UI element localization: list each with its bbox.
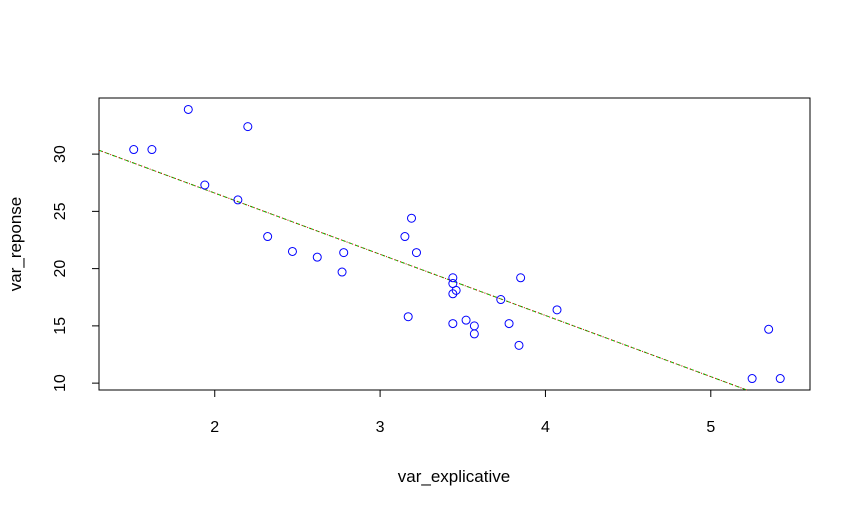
y-tick-label: 30 bbox=[52, 145, 69, 163]
data-point bbox=[400, 232, 410, 242]
data-point bbox=[764, 324, 774, 334]
data-points bbox=[129, 104, 785, 384]
data-point bbox=[552, 305, 562, 315]
x-axis-title: var_explicative bbox=[398, 467, 510, 486]
data-point bbox=[448, 319, 458, 329]
data-point bbox=[200, 180, 210, 190]
data-point bbox=[469, 321, 479, 331]
data-point bbox=[287, 246, 297, 256]
data-point bbox=[461, 315, 471, 325]
y-tick-label: 15 bbox=[52, 317, 69, 335]
data-point bbox=[775, 374, 785, 384]
data-point bbox=[337, 267, 347, 277]
regression-lines bbox=[98, 149, 748, 391]
data-point bbox=[514, 340, 524, 350]
data-point bbox=[403, 312, 413, 322]
y-tick-label: 25 bbox=[52, 202, 69, 220]
data-point bbox=[469, 329, 479, 339]
plot-frame bbox=[98, 97, 811, 391]
x-tick-label: 3 bbox=[376, 419, 385, 436]
data-point bbox=[496, 295, 506, 305]
y-tick-label: 20 bbox=[52, 260, 69, 278]
data-point bbox=[129, 145, 139, 155]
data-point bbox=[407, 213, 417, 223]
data-point bbox=[448, 273, 458, 283]
data-point bbox=[516, 273, 526, 283]
y-axis-title: var_reponse bbox=[6, 197, 25, 292]
data-point bbox=[147, 145, 157, 155]
data-point bbox=[504, 319, 514, 329]
x-axis: 2 3 4 5 bbox=[210, 389, 715, 436]
data-point bbox=[411, 248, 421, 258]
x-tick-label: 5 bbox=[706, 419, 715, 436]
y-tick-label: 10 bbox=[52, 374, 69, 392]
x-tick-label: 4 bbox=[541, 419, 550, 436]
data-point bbox=[312, 252, 322, 262]
data-point bbox=[183, 104, 193, 114]
data-point bbox=[339, 248, 349, 258]
x-tick-label: 2 bbox=[210, 419, 219, 436]
data-point bbox=[233, 195, 243, 205]
data-point bbox=[263, 232, 273, 242]
regression-line-2 bbox=[98, 149, 748, 391]
data-point bbox=[747, 374, 757, 384]
data-point bbox=[451, 285, 461, 295]
data-point bbox=[243, 122, 253, 132]
data-point bbox=[448, 289, 458, 299]
y-axis: 10 15 20 25 30 bbox=[52, 145, 100, 392]
